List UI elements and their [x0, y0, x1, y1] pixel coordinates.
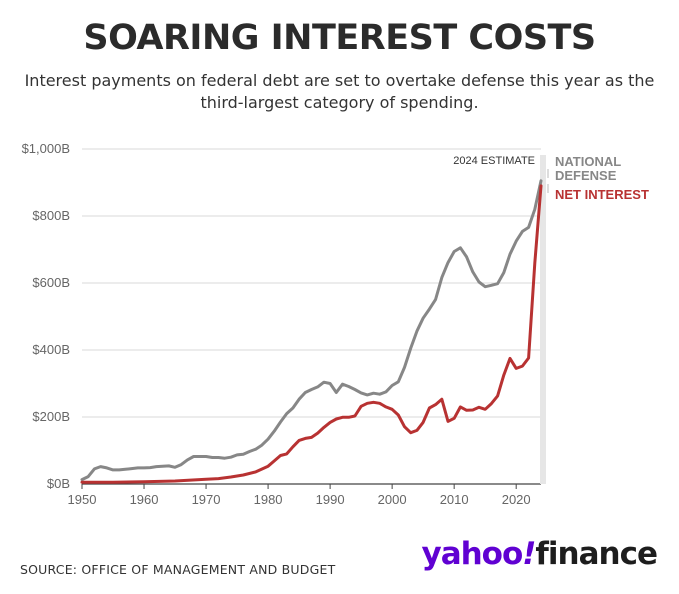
chart-title: SOARING INTEREST COSTS [83, 18, 596, 58]
chart-subtitle: Interest payments on federal debt are se… [24, 71, 655, 112]
y-tick-label: $200B [32, 409, 70, 424]
y-tick-label: $1,000B [22, 141, 70, 156]
estimate-marker: 2024 ESTIMATE [453, 155, 546, 484]
series-label-national-defense: NATIONAL [555, 154, 621, 169]
x-tick-label: 2020 [502, 492, 531, 507]
series-label-national-defense: DEFENSE [555, 168, 617, 183]
y-tick-label: $0B [47, 476, 70, 491]
y-tick-label: $400B [32, 342, 70, 357]
yahoo-finance-logo: yahoo!finance [421, 536, 658, 572]
x-tick-label: 1950 [68, 492, 97, 507]
y-tick-label: $600B [32, 275, 70, 290]
series-line-net-interest [80, 184, 543, 484]
estimate-annotation: 2024 ESTIMATE [453, 155, 535, 167]
series-lines [80, 179, 543, 484]
x-tick-label: 1970 [192, 492, 221, 507]
grid-lines [82, 148, 541, 485]
x-tick-label: 1980 [254, 492, 283, 507]
y-tick-label: $800B [32, 208, 70, 223]
logo-finance: finance [535, 536, 658, 572]
logo-exclamation: ! [522, 536, 536, 572]
source-note: SOURCE: OFFICE OF MANAGEMENT AND BUDGET [20, 562, 336, 577]
x-tick-label: 1990 [316, 492, 345, 507]
series-line-national-defense [80, 179, 543, 482]
y-axis-ticks: $0B $200B $400B $600B $800B $1,000B [22, 141, 70, 491]
x-tick-label: 2010 [440, 492, 469, 507]
series-label-net-interest: NET INTEREST [555, 187, 649, 202]
x-tick-label: 1960 [130, 492, 159, 507]
logo-yahoo: yahoo [421, 536, 523, 572]
x-tick-label: 2000 [378, 492, 407, 507]
estimate-band [540, 155, 546, 484]
x-axis-ticks: 1950 1960 1970 1980 1990 2000 2010 2020 [68, 484, 531, 507]
